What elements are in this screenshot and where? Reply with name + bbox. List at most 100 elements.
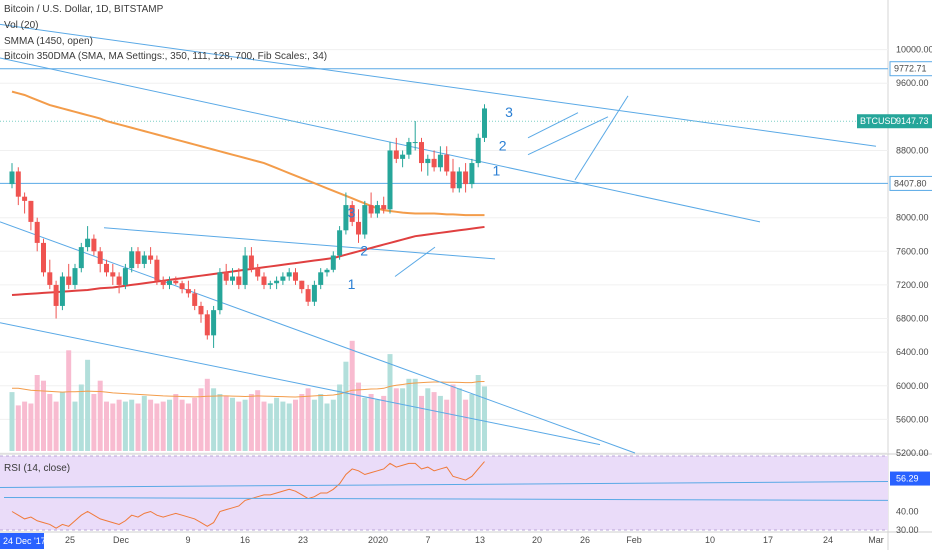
candle-body[interactable] [299, 280, 305, 290]
candle-body[interactable] [47, 272, 53, 285]
candle-body[interactable] [374, 205, 380, 214]
candle-body[interactable] [110, 272, 116, 277]
candle-body[interactable] [381, 205, 387, 210]
candle-body[interactable] [362, 205, 368, 235]
wave-line[interactable] [527, 116, 609, 156]
candle-body[interactable] [437, 154, 443, 168]
candle-body[interactable] [419, 142, 424, 164]
trendline-resistance[interactable] [103, 227, 496, 260]
y-tick-label: 6400.00 [896, 347, 929, 357]
legend-volume[interactable]: Vol (20) [4, 20, 39, 31]
candle-body[interactable] [343, 205, 349, 231]
candle-body[interactable] [211, 310, 217, 336]
candle-body[interactable] [97, 251, 103, 264]
candle-body[interactable] [185, 289, 191, 294]
candle-body[interactable] [116, 276, 122, 285]
candle-body[interactable] [349, 205, 355, 222]
candle-body[interactable] [22, 196, 28, 201]
wave-line[interactable] [574, 95, 629, 181]
candle-body[interactable] [267, 283, 273, 285]
candle-body[interactable] [393, 150, 399, 159]
level-tag [889, 175, 932, 191]
candle-body[interactable] [330, 255, 336, 270]
candle-body[interactable] [469, 163, 475, 185]
x-axis[interactable]: 25 Dec 9 16 23 2020 7 13 20 26 Feb 10 17 24 Mar 24 Dec … [0, 533, 884, 549]
trendline-channel[interactable] [0, 57, 761, 223]
candle-body[interactable] [135, 251, 141, 264]
candle-body[interactable] [198, 305, 204, 315]
candle-body[interactable] [154, 259, 160, 281]
candle-body[interactable] [91, 238, 97, 252]
candle-body[interactable] [475, 137, 481, 164]
candle-body[interactable] [129, 251, 135, 269]
smma-line[interactable] [11, 90, 485, 217]
candle-body[interactable] [28, 200, 34, 222]
level-tag [889, 61, 932, 77]
candle-body[interactable] [122, 268, 128, 285]
legend-dma[interactable]: Bitcoin 350DMA (SMA, MA Settings:, 350, … [4, 51, 328, 62]
candle-body[interactable] [356, 221, 361, 235]
candle-body[interactable] [192, 293, 198, 306]
trendline-lower[interactable] [0, 221, 636, 454]
candle-body[interactable] [412, 142, 418, 144]
y-axis[interactable]: 10000.00 9600.00 8800.00 8000.00 7600.00 7200… [857, 45, 932, 535]
candle-body[interactable] [431, 158, 437, 168]
legend-symbol[interactable]: Bitcoin / U.S. Dollar, 1D, BITSTAMP [4, 4, 164, 15]
candle-body[interactable] [66, 276, 72, 285]
candle-body[interactable] [274, 280, 280, 284]
candle-body[interactable] [318, 272, 324, 285]
candle-body[interactable] [324, 269, 330, 273]
candle-body[interactable] [104, 263, 109, 273]
candle-body[interactable] [34, 221, 40, 243]
dma-line[interactable] [11, 225, 485, 297]
candle-body[interactable] [9, 171, 15, 185]
candle-body[interactable] [223, 272, 229, 281]
candle-body[interactable] [15, 171, 21, 197]
wave-line[interactable] [527, 112, 579, 139]
candle-body[interactable] [59, 276, 65, 306]
candle-body[interactable] [400, 154, 406, 159]
candle-body[interactable] [204, 314, 210, 336]
candle-body[interactable] [179, 283, 185, 290]
candle-body[interactable] [173, 280, 179, 284]
candle-body[interactable] [280, 276, 286, 281]
candle-body[interactable] [41, 242, 46, 273]
candle-body[interactable] [305, 289, 311, 302]
candle-body[interactable] [78, 247, 84, 269]
candle-body[interactable] [406, 142, 412, 155]
candle-body[interactable] [148, 255, 154, 260]
wave-line[interactable] [394, 246, 436, 277]
candle-body[interactable] [255, 268, 261, 277]
candle-body[interactable] [387, 150, 393, 210]
candle-body[interactable] [85, 238, 91, 248]
candle-body[interactable] [293, 272, 298, 281]
legend-rsi[interactable]: RSI (14, close) [4, 463, 71, 474]
last-price-symbol: BTCUSD [860, 116, 898, 126]
candle-body[interactable] [242, 255, 248, 285]
candle-body[interactable] [368, 205, 374, 214]
candle-body[interactable] [217, 272, 223, 311]
candle-body[interactable] [261, 276, 267, 285]
candle-body[interactable] [167, 280, 172, 285]
candle-body[interactable] [141, 255, 147, 264]
candle-body[interactable] [425, 158, 431, 164]
candle-body[interactable] [72, 268, 78, 285]
candle-body[interactable] [230, 276, 235, 281]
candle-body[interactable] [444, 154, 450, 172]
trendline-bottom[interactable] [0, 322, 601, 446]
candle-body[interactable] [482, 108, 487, 138]
candle-body[interactable] [53, 284, 59, 306]
legend-smma[interactable]: SMMA (1450, open) [4, 36, 93, 47]
candle-body[interactable] [286, 272, 292, 277]
candle-body[interactable] [337, 230, 343, 256]
candle-body[interactable] [236, 276, 242, 285]
candle-body[interactable] [248, 255, 254, 269]
trendline-upper[interactable] [0, 23, 877, 147]
volume-bar [59, 392, 65, 451]
candle-body[interactable] [463, 171, 469, 185]
candle-body[interactable] [450, 171, 456, 189]
candle-body[interactable] [311, 284, 317, 302]
candle-body[interactable] [456, 171, 462, 189]
candle-body[interactable] [160, 280, 166, 285]
